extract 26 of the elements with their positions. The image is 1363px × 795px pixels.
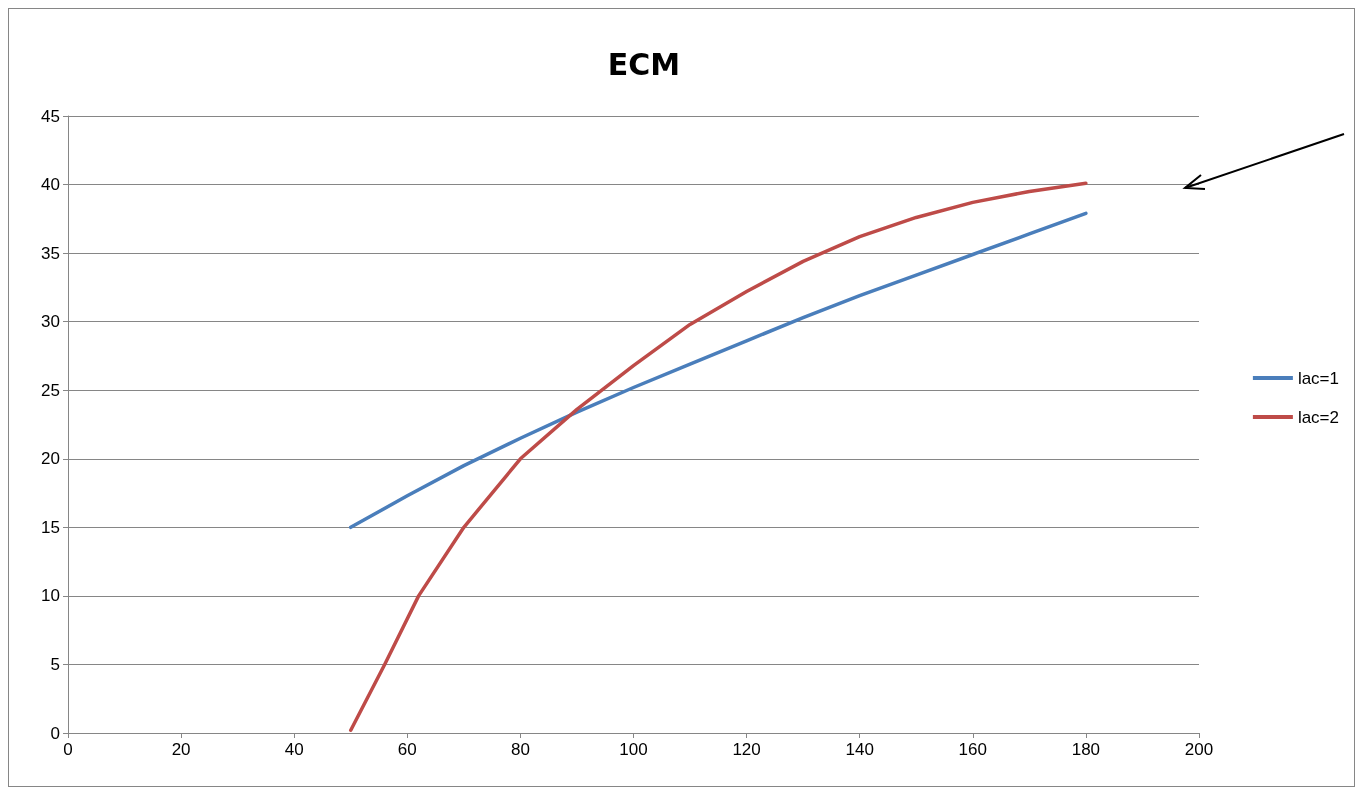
x-tick-label: 0 xyxy=(63,740,73,759)
x-tick-label: 140 xyxy=(845,740,874,759)
y-tick-label: 10 xyxy=(41,586,60,606)
x-tick-label: 100 xyxy=(619,740,648,759)
x-tick-label: 80 xyxy=(510,740,530,759)
legend-label: lac=2 xyxy=(1297,407,1340,427)
x-tick-label: 160 xyxy=(958,740,987,759)
legend-label: lac=1 xyxy=(1297,368,1340,388)
y-tick-label: 25 xyxy=(41,380,60,400)
y-tick-label: 45 xyxy=(41,106,60,126)
x-tick-label: 60 xyxy=(397,740,417,759)
y-tick-label: 20 xyxy=(41,449,60,469)
x-tick-label: 20 xyxy=(171,740,191,759)
y-tick-label: 0 xyxy=(50,723,60,743)
x-tick-label: 180 xyxy=(1071,740,1101,759)
line-series xyxy=(349,181,1088,733)
chart-title: ECM xyxy=(607,46,681,82)
y-tick-label: 35 xyxy=(41,243,60,263)
x-tick-label: 40 xyxy=(284,740,304,759)
y-tick-label: 15 xyxy=(41,517,60,537)
y-tick-label: 40 xyxy=(41,175,60,195)
y-tick-label: 5 xyxy=(50,654,60,674)
x-tick-label: 200 xyxy=(1184,740,1214,759)
y-tick-label: 30 xyxy=(41,312,60,332)
line-series xyxy=(349,211,1088,530)
x-tick-label: 120 xyxy=(732,740,761,759)
